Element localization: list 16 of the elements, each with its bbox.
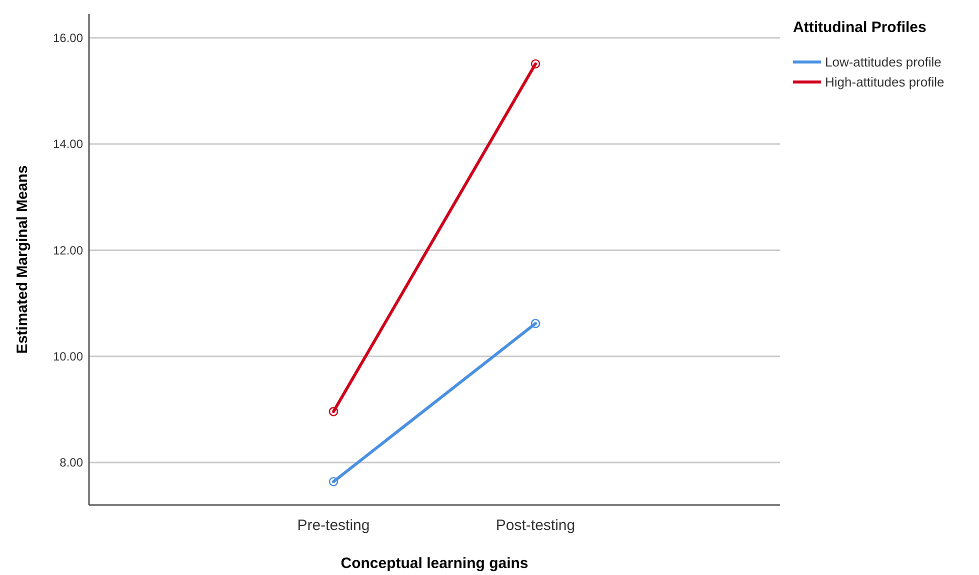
y-tick-label: 12.00 <box>52 243 84 258</box>
point <box>530 318 540 328</box>
y-tick-label: 14.00 <box>52 137 84 152</box>
x-axis-title: Conceptual learning gains <box>340 555 528 572</box>
legend-title: Attitudinal Profiles <box>793 19 926 36</box>
legend-label: High-attitudes profile <box>825 74 944 90</box>
x-tick-label: Pre-testing <box>297 517 370 534</box>
y-tick-label: 10.00 <box>52 350 84 364</box>
legend-label: Low-attitudes profile <box>825 54 942 70</box>
y-axis-title: Estimated Marginal Means <box>14 165 31 354</box>
y-tick-label: 8.00 <box>60 456 84 470</box>
point <box>328 476 338 486</box>
point <box>328 406 338 416</box>
x-tick-label: Post-testing <box>496 517 576 534</box>
point <box>530 59 540 69</box>
y-tick-label: 16.00 <box>52 31 84 46</box>
